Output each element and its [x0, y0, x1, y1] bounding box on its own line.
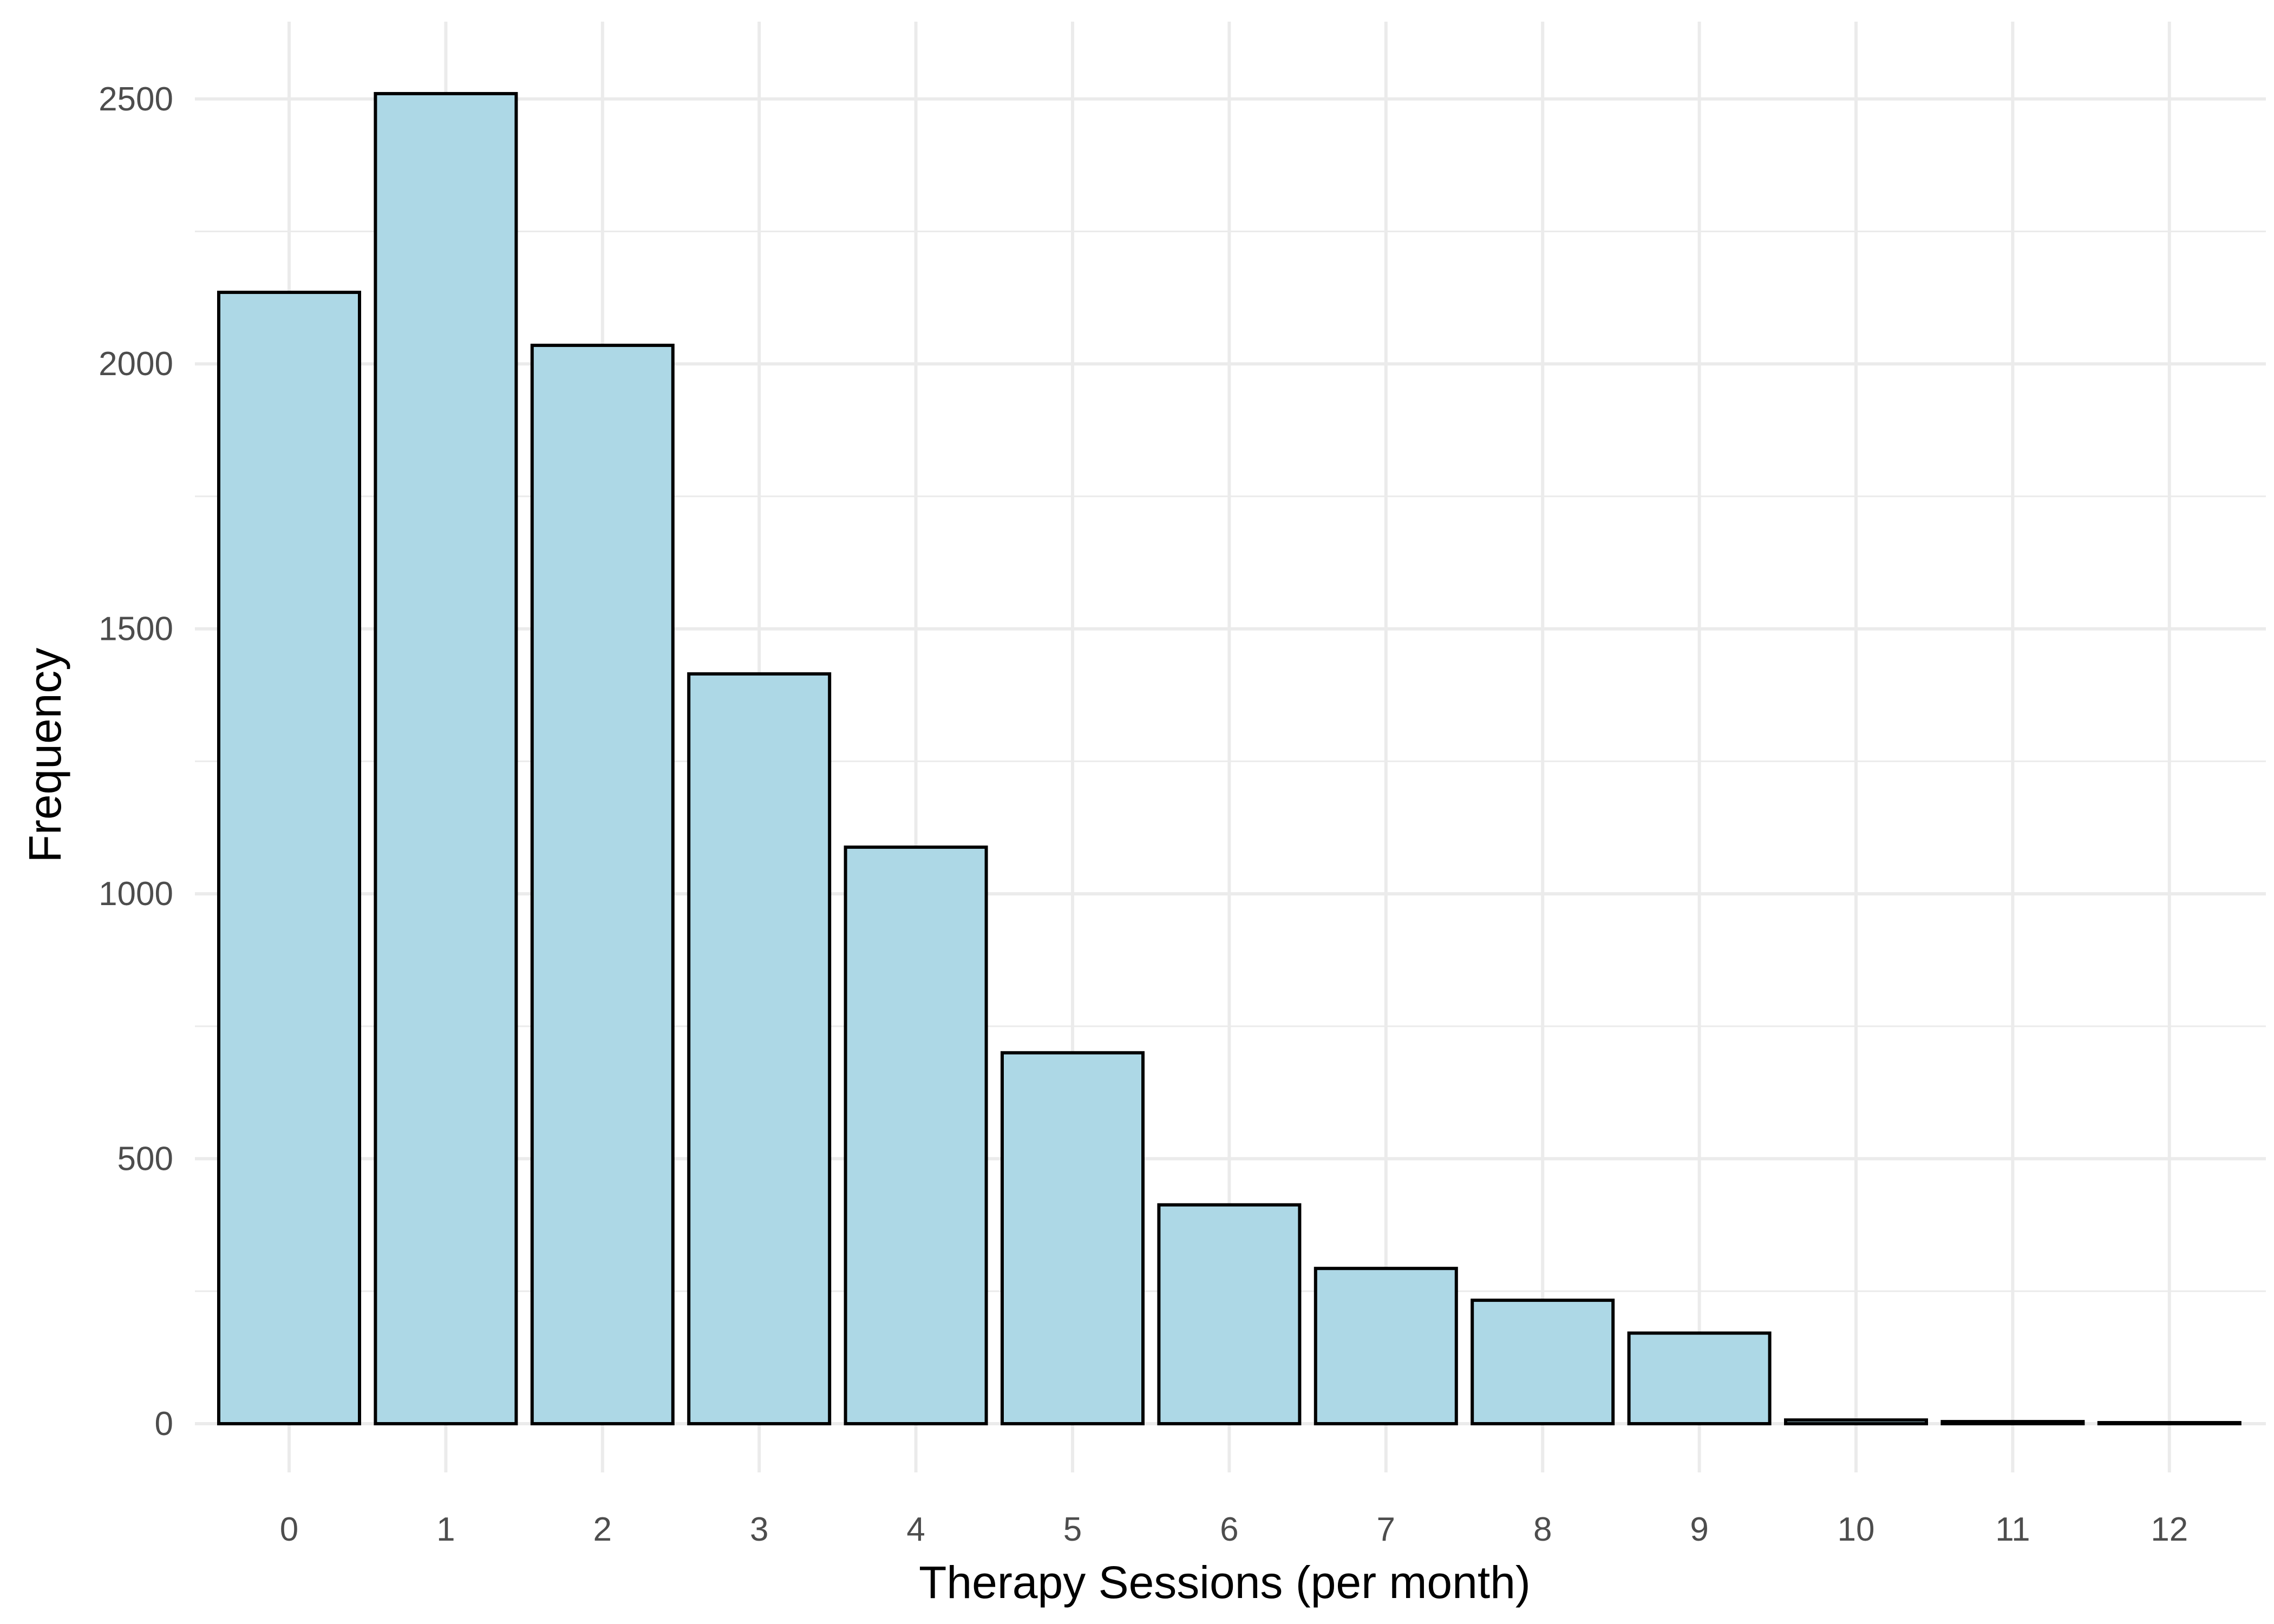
y-tick-label: 1500: [99, 611, 173, 648]
x-tick-label: 9: [1690, 1511, 1708, 1548]
bar-9: [1627, 1331, 1772, 1426]
x-tick-label: 8: [1533, 1511, 1552, 1548]
x-tick-label: 11: [1995, 1511, 2030, 1548]
bar-5: [1001, 1051, 1145, 1425]
bar-2: [530, 343, 675, 1425]
y-axis-ticks: 0 500 1000 1500 2000 2500: [99, 81, 173, 1443]
x-tick-label: 10: [1838, 1511, 1875, 1548]
bar-12: [2097, 1421, 2242, 1426]
x-tick-label: 1: [436, 1511, 455, 1548]
bars: [217, 91, 2242, 1426]
y-tick-label: 1000: [99, 875, 173, 913]
x-tick-label: 7: [1377, 1511, 1395, 1548]
bar-1: [374, 91, 518, 1426]
x-tick-label: 0: [280, 1511, 298, 1548]
y-tick-label: 2000: [99, 345, 173, 383]
bar-3: [687, 672, 832, 1425]
y-axis-title: Frequency: [19, 648, 70, 863]
bar-4: [844, 845, 988, 1425]
y-tick-label: 0: [155, 1405, 173, 1443]
x-tick-label: 2: [593, 1511, 612, 1548]
x-tick-label: 3: [750, 1511, 768, 1548]
x-axis-ticks: 0 1 2 3 4 5 6 7 8 9 10 11 12: [280, 1511, 2188, 1548]
x-axis-title: Therapy Sessions (per month): [919, 1557, 1531, 1608]
x-tick-label: 5: [1063, 1511, 1082, 1548]
bar-7: [1314, 1267, 1458, 1426]
bar-6: [1157, 1203, 1302, 1426]
y-tick-label: 2500: [99, 81, 173, 118]
bar-10: [1784, 1418, 1928, 1426]
x-tick-label: 12: [2151, 1511, 2188, 1548]
x-tick-label: 6: [1220, 1511, 1238, 1548]
bar-8: [1471, 1298, 1615, 1425]
y-tick-label: 500: [117, 1141, 173, 1178]
x-tick-label: 4: [906, 1511, 925, 1548]
bar-0: [217, 291, 361, 1425]
bar-11: [1940, 1420, 2085, 1426]
